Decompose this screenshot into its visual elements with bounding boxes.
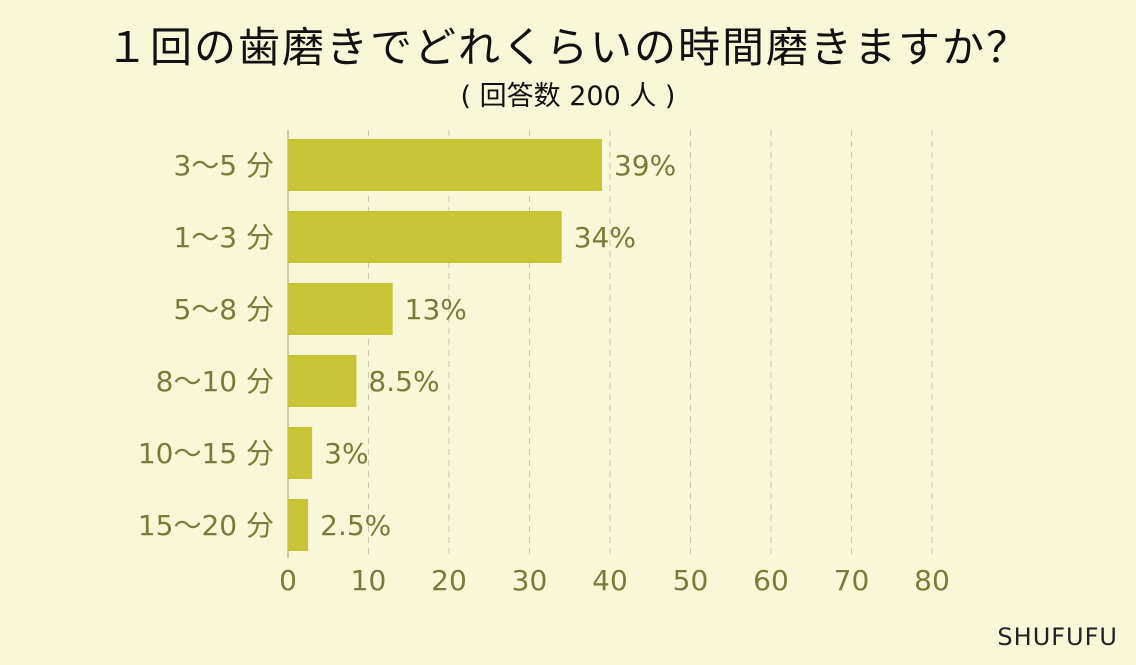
x-tick-label: 60 [753, 564, 789, 597]
bar [288, 211, 562, 263]
chart-title: １回の歯磨きでどれくらいの時間磨きますか？ [105, 23, 1030, 72]
category-label: 1～3 分 [173, 221, 274, 254]
bar [288, 283, 393, 335]
bar [288, 355, 357, 407]
x-tick-label: 20 [431, 564, 467, 597]
data-label: 3% [324, 437, 368, 470]
x-tick-label: 80 [914, 564, 950, 597]
category-label: 3～5 分 [173, 149, 274, 182]
category-label: 10～15 分 [138, 437, 274, 470]
x-tick-label: 50 [673, 564, 709, 597]
x-tick-label: 30 [512, 564, 548, 597]
data-label: 8.5% [368, 365, 439, 398]
bar [288, 427, 313, 479]
data-label: 13% [405, 293, 467, 326]
data-label: 39% [614, 149, 676, 182]
brand-logo: SHUFUFU [997, 623, 1118, 651]
chart-subtitle: ( 回答数 200 人 ) [460, 81, 676, 112]
x-tick-label: 70 [834, 564, 870, 597]
category-label: 15～20 分 [138, 509, 274, 542]
bar [288, 139, 602, 191]
data-label: 2.5% [320, 509, 391, 542]
category-label: 5～8 分 [173, 293, 274, 326]
x-tick-label: 40 [592, 564, 628, 597]
data-label: 34% [574, 221, 636, 254]
category-label: 8～10 分 [156, 365, 274, 398]
x-tick-label: 10 [351, 564, 387, 597]
x-tick-label: 0 [279, 564, 297, 597]
bar [288, 499, 309, 551]
